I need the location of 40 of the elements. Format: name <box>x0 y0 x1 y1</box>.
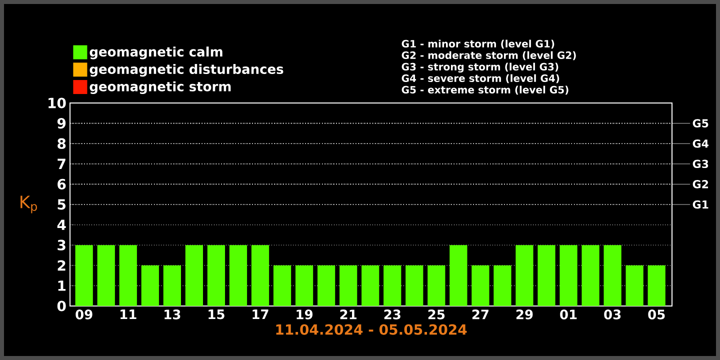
y-tick-label: 6 <box>58 178 66 190</box>
y-tick-label: 10 <box>48 98 66 108</box>
y-tick-label: 7 <box>58 158 66 170</box>
x-tick-label: 19 <box>296 310 313 320</box>
x-tick-label: 15 <box>208 310 224 320</box>
text: G1 - minor storm (level G1) <box>402 40 554 49</box>
x-tick-label: 09 <box>76 310 92 320</box>
ref-line-label: G3 <box>692 160 708 168</box>
x-tick-label: 23 <box>384 310 400 320</box>
text: G5 - extreme storm (level G5) <box>402 86 568 95</box>
ref-line-label: G5 <box>692 119 708 128</box>
x-tick-label: 13 <box>164 310 180 320</box>
y-tick-label: 2 <box>58 260 66 271</box>
x-tick-label: 03 <box>604 310 621 320</box>
x-tick-label: 29 <box>516 310 533 320</box>
x-tick-label: 25 <box>428 310 445 320</box>
ref-line-label: G2 <box>692 180 708 188</box>
y-tick-label: 8 <box>58 138 66 149</box>
y-tick-label: 0 <box>57 300 66 312</box>
y-tick-label: 3 <box>58 240 66 250</box>
x-axis-title: 11.04.2024 - 05.05.2024 <box>276 324 467 335</box>
x-tick-label: 01 <box>560 310 577 320</box>
y-tick-label: 5 <box>58 199 66 210</box>
y-tick-label: 9 <box>57 118 66 129</box>
x-tick-label: 21 <box>340 310 356 320</box>
x-tick-label: 17 <box>252 310 268 320</box>
legend-label: geomagnetic disturbances <box>90 64 284 77</box>
text: G3 - strong storm (level G3) <box>402 62 558 73</box>
text: G4 - severe storm (level G4) <box>402 74 560 84</box>
y-tick-label: 4 <box>57 220 66 230</box>
x-tick-label: 27 <box>472 310 488 320</box>
x-tick-label: 11 <box>120 310 136 320</box>
legend-label: geomagnetic calm <box>90 46 222 60</box>
x-tick-label: 05 <box>648 310 665 320</box>
legend-label: geomagnetic storm <box>90 81 231 94</box>
y-tick-label: 1 <box>58 280 66 291</box>
ref-line-label: G4 <box>692 139 708 148</box>
text: G2 - moderate storm (level G2) <box>402 51 576 60</box>
y-axis-title: K$_{p}$ <box>20 196 37 214</box>
ref-line-label: G1 <box>692 200 708 209</box>
